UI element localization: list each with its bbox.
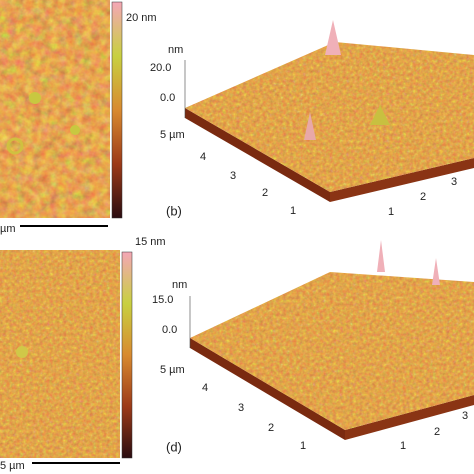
y-axis-label: 4	[200, 151, 206, 163]
x-axis-label: 2	[434, 426, 440, 438]
colorbar-label: 20 nm	[126, 12, 157, 24]
y-axis-label: 2	[262, 187, 268, 199]
x-axis-label: 1	[400, 440, 406, 452]
x-axis-label: 2	[420, 191, 426, 203]
surface-side	[330, 158, 474, 202]
z-unit: nm	[168, 44, 183, 56]
surface-side	[345, 395, 474, 440]
peak	[377, 240, 385, 272]
colorbar-label: 15 nm	[135, 236, 166, 248]
y-axis-label: 3	[230, 170, 236, 182]
panel-label: (d)	[166, 439, 182, 454]
x-axis-label: 3	[451, 176, 457, 188]
z-tick-label: 20.0	[150, 62, 171, 74]
feature	[29, 92, 41, 104]
surface-side	[185, 108, 330, 202]
surface-side	[190, 338, 345, 440]
feature	[70, 125, 80, 135]
peak	[325, 20, 341, 55]
y-axis-label: 4	[202, 382, 208, 394]
peak	[370, 105, 390, 125]
panel-label: (b)	[166, 203, 182, 218]
y-axis-label: 2	[268, 422, 274, 434]
y-axis-label: 5 µm	[160, 129, 185, 141]
z-tick-label: 0.0	[162, 324, 177, 336]
scale-bar-label: µm	[0, 223, 16, 235]
z-tick-label: 0.0	[160, 92, 175, 104]
colorbar	[121, 251, 133, 459]
x-axis-label: 3	[462, 410, 468, 422]
y-axis-label: 1	[300, 440, 306, 452]
peak	[304, 112, 316, 140]
afm-image	[0, 0, 110, 218]
colorbar	[111, 1, 123, 219]
z-tick-label: 15.0	[152, 294, 173, 306]
feature	[16, 346, 28, 358]
surface	[185, 42, 474, 192]
z-unit: nm	[172, 279, 187, 291]
x-axis-label: 1	[388, 206, 394, 218]
feature	[6, 137, 24, 155]
y-axis-label: 1	[290, 205, 296, 217]
surface	[190, 272, 474, 430]
y-axis-label: 5 µm	[160, 364, 185, 376]
peak	[432, 258, 440, 285]
y-axis-label: 3	[238, 402, 244, 414]
scale-bar-label: 5 µm	[0, 460, 25, 472]
